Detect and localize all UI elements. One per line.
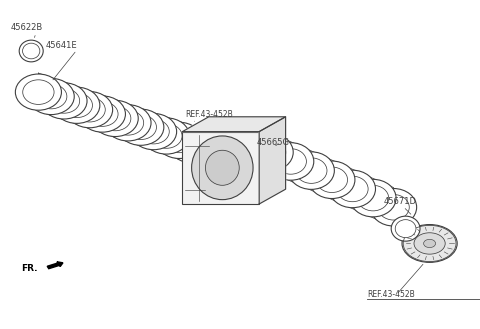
Ellipse shape [156,122,202,159]
Ellipse shape [87,102,118,126]
Text: 45665G: 45665G [257,138,290,147]
Ellipse shape [254,139,286,165]
Ellipse shape [316,167,348,192]
Ellipse shape [176,133,208,157]
Ellipse shape [337,176,368,202]
Ellipse shape [391,216,420,241]
Ellipse shape [205,150,239,185]
Bar [182,132,259,204]
Ellipse shape [247,134,293,171]
Ellipse shape [131,114,177,150]
Ellipse shape [92,100,138,137]
Ellipse shape [192,136,253,200]
Ellipse shape [41,83,87,119]
Ellipse shape [15,74,61,110]
Ellipse shape [28,78,74,114]
Ellipse shape [309,161,355,198]
Ellipse shape [105,105,151,141]
Polygon shape [182,117,286,132]
Ellipse shape [424,239,436,247]
Text: FR.: FR. [22,265,38,273]
Ellipse shape [288,152,335,190]
Ellipse shape [371,189,417,226]
Ellipse shape [164,128,195,153]
Ellipse shape [169,127,215,163]
Ellipse shape [151,124,182,148]
Ellipse shape [402,224,457,263]
Ellipse shape [138,119,169,144]
Ellipse shape [350,179,396,217]
Ellipse shape [19,40,43,62]
Ellipse shape [79,96,125,132]
Text: 45641E: 45641E [46,41,77,50]
Ellipse shape [54,87,100,123]
Ellipse shape [144,118,190,154]
Ellipse shape [99,106,131,131]
FancyArrow shape [47,262,63,269]
Ellipse shape [48,89,80,113]
Ellipse shape [23,80,54,104]
Ellipse shape [61,93,93,117]
Ellipse shape [296,158,327,183]
Ellipse shape [414,233,445,254]
Ellipse shape [268,143,314,180]
Polygon shape [259,117,286,204]
Ellipse shape [74,97,105,122]
Ellipse shape [329,170,375,208]
Text: 45622B: 45622B [11,23,43,32]
Ellipse shape [112,111,144,135]
Ellipse shape [234,130,265,156]
Ellipse shape [378,194,409,220]
Ellipse shape [358,185,389,211]
Ellipse shape [395,220,416,238]
Ellipse shape [67,91,113,128]
Text: REF.43-452B: REF.43-452B [367,290,415,299]
Text: 45671D: 45671D [384,197,417,206]
Ellipse shape [23,43,40,59]
Ellipse shape [36,84,67,109]
Text: REF.43-452B: REF.43-452B [185,110,232,119]
Ellipse shape [227,124,273,162]
Ellipse shape [118,109,164,145]
Ellipse shape [275,149,306,174]
Ellipse shape [125,115,156,139]
